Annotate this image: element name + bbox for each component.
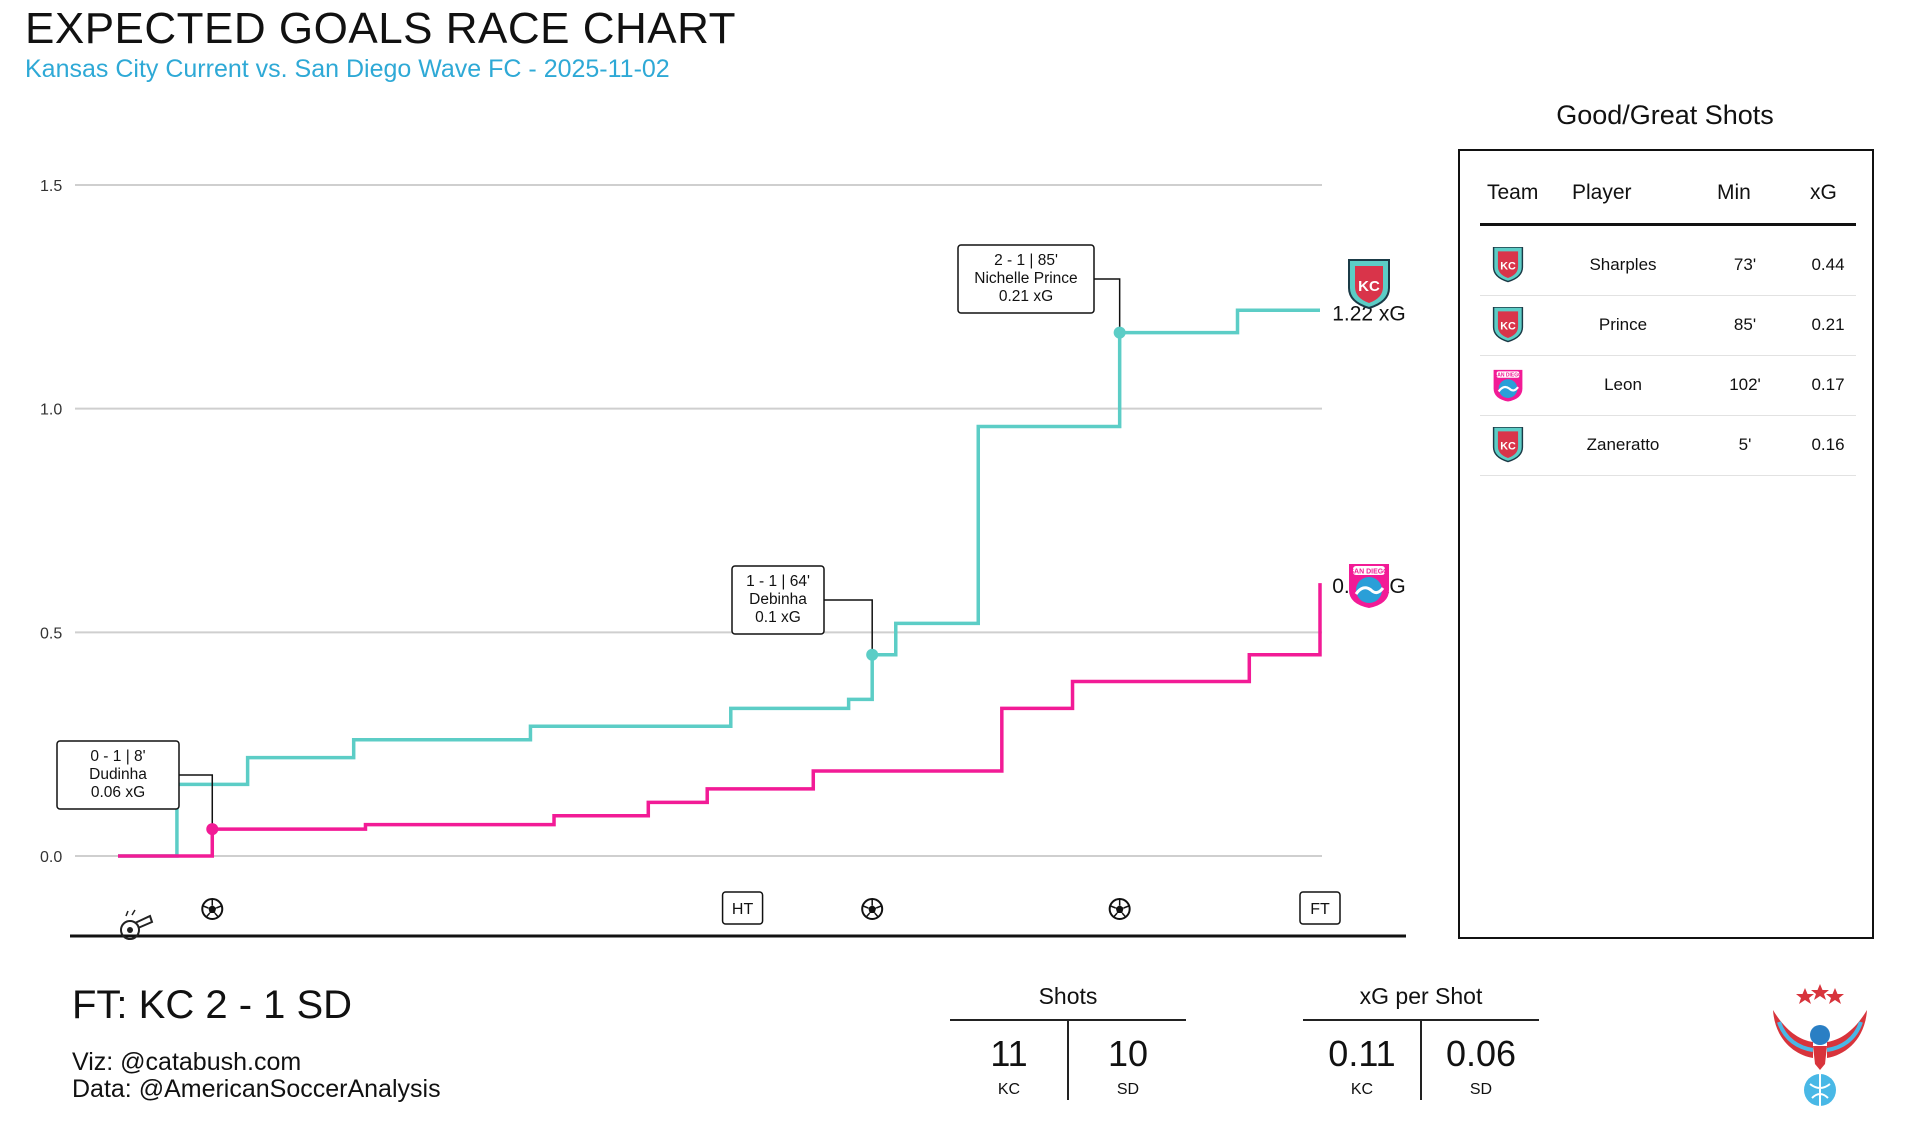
header-rule xyxy=(1480,223,1856,226)
series-line-kc xyxy=(118,308,1320,858)
annotation-box xyxy=(56,740,180,810)
player-name: Leon xyxy=(1604,375,1642,394)
shots-rule xyxy=(950,1019,1186,1021)
shots-table-title: Good/Great Shots xyxy=(1556,100,1774,130)
series-line-sd xyxy=(118,583,1322,858)
annotation-text: 0.06 xG xyxy=(91,784,145,801)
xg-per-shot-rule xyxy=(1303,1019,1539,1021)
asa-eagle-logo xyxy=(1773,984,1867,1106)
kc-current-logo: KC xyxy=(1492,247,1524,283)
xg-per-shot-sd-label: SD xyxy=(1469,1081,1493,1098)
svg-text:KC: KC xyxy=(1358,278,1380,295)
goal-ball-icon xyxy=(861,898,884,920)
header-player: Player xyxy=(1572,181,1632,204)
shots-title: Shots xyxy=(1038,983,1098,1009)
goal-point-sd xyxy=(206,823,219,836)
final-score: FT: KC 2 - 1 SD xyxy=(72,983,353,1027)
xg-per-shot-divider xyxy=(1420,1020,1422,1100)
annotation-leader xyxy=(824,599,873,655)
annotation-text: 1 - 1 | 64' xyxy=(746,573,810,590)
shot-minute: 5' xyxy=(1738,435,1752,454)
annotation-box xyxy=(957,244,1095,314)
xg-per-shot-kc-label: KC xyxy=(1350,1081,1374,1098)
header-min: Min xyxy=(1717,181,1751,204)
player-name: Prince xyxy=(1598,315,1648,334)
header-team: Team xyxy=(1487,181,1539,204)
kc-current-logo: KC xyxy=(1348,259,1390,310)
y-tick-label: 1.5 xyxy=(40,178,62,195)
y-tick-label: 0.0 xyxy=(40,849,62,866)
player-name: Sharples xyxy=(1589,255,1657,274)
shots-table-row: SAN DIEGO Leon 102' 0.17 xyxy=(1480,355,1856,416)
annotation-text: Dudinha xyxy=(89,766,147,783)
annotation-text: 0.1 xG xyxy=(755,609,801,626)
ht-marker-label: HT xyxy=(732,901,754,918)
chart-title: EXPECTED GOALS RACE CHART xyxy=(25,4,736,53)
shot-xg: 0.17 xyxy=(1811,375,1845,394)
shots-sd-value: 10 xyxy=(1107,1033,1149,1074)
shots-kc-label: KC xyxy=(997,1081,1021,1098)
annotation-text: Nichelle Prince xyxy=(974,270,1077,287)
sd-wave-logo: SAN DIEGO xyxy=(1493,369,1523,402)
shots-divider xyxy=(1067,1020,1069,1100)
end-label-kc: 1.22 xG xyxy=(1332,302,1406,325)
sd-team-badge-icon: SAN DIEGO xyxy=(1493,369,1523,402)
goal-point-kc xyxy=(1113,326,1126,339)
sd-wave-logo: SAN DIEGO xyxy=(1349,564,1389,608)
annotation-text: Debinha xyxy=(749,591,807,608)
good-great-shots-table: Team Player Min xG KC Sharples 73' 0.44 KC Pr… xyxy=(1458,149,1874,939)
goal-ball-icon xyxy=(1108,898,1131,920)
shot-minute: 73' xyxy=(1733,255,1757,274)
annotation-leader xyxy=(179,774,214,830)
goal-point-kc xyxy=(866,648,879,661)
kc-current-logo: KC xyxy=(1492,427,1524,463)
svg-text:KC: KC xyxy=(1500,320,1516,332)
ft-marker-label: FT xyxy=(1310,901,1330,918)
svg-text:KC: KC xyxy=(1500,440,1516,452)
xg-per-shot-kc-value: 0.11 xyxy=(1328,1033,1396,1074)
y-tick-label: 1.0 xyxy=(40,402,62,419)
shots-table-row: KC Sharples 73' 0.44 xyxy=(1480,235,1856,296)
ft-marker-box xyxy=(1299,891,1341,925)
svg-text:SAN DIEGO: SAN DIEGO xyxy=(1494,373,1522,379)
kc-team-badge-icon: KC xyxy=(1492,247,1524,283)
shots-table-row: KC Prince 85' 0.21 xyxy=(1480,295,1856,356)
annotation-text: 0.21 xG xyxy=(999,288,1053,305)
header-xg: xG xyxy=(1810,181,1837,204)
goal-ball-icon xyxy=(201,898,224,920)
annotation-leader xyxy=(1094,278,1121,333)
data-credit: Data: @AmericanSoccerAnalysis xyxy=(72,1075,441,1103)
shots-sd-label: SD xyxy=(1116,1081,1140,1098)
ht-marker-box xyxy=(721,891,764,925)
svg-text:KC: KC xyxy=(1500,260,1516,272)
kc-team-badge-icon: KC xyxy=(1492,427,1524,463)
annotation-box xyxy=(731,565,825,635)
shots-table-row: KC Zaneratto 5' 0.16 xyxy=(1480,415,1856,476)
annotation-text: 0 - 1 | 8' xyxy=(90,748,145,765)
xg-per-shot-title: xG per Shot xyxy=(1359,983,1483,1009)
viz-credit: Viz: @catabush.com xyxy=(72,1048,302,1076)
shot-xg: 0.21 xyxy=(1811,315,1845,334)
kc-current-logo: KC xyxy=(1492,307,1524,343)
kc-team-badge-icon: KC xyxy=(1492,307,1524,343)
shot-minute: 102' xyxy=(1729,375,1761,394)
player-name: Zaneratto xyxy=(1586,435,1660,454)
shot-xg: 0.16 xyxy=(1811,435,1845,454)
whistle-icon xyxy=(120,909,154,940)
y-tick-label: 0.5 xyxy=(40,625,62,642)
shot-xg: 0.44 xyxy=(1811,255,1845,274)
shot-minute: 85' xyxy=(1733,315,1757,334)
shots-kc-value: 11 xyxy=(990,1033,1028,1074)
annotation-text: 2 - 1 | 85' xyxy=(994,252,1058,269)
xg-per-shot-sd-value: 0.06 xyxy=(1445,1033,1517,1074)
chart-subtitle: Kansas City Current vs. San Diego Wave F… xyxy=(25,55,670,83)
svg-text:SAN DIEGO: SAN DIEGO xyxy=(1349,569,1389,576)
